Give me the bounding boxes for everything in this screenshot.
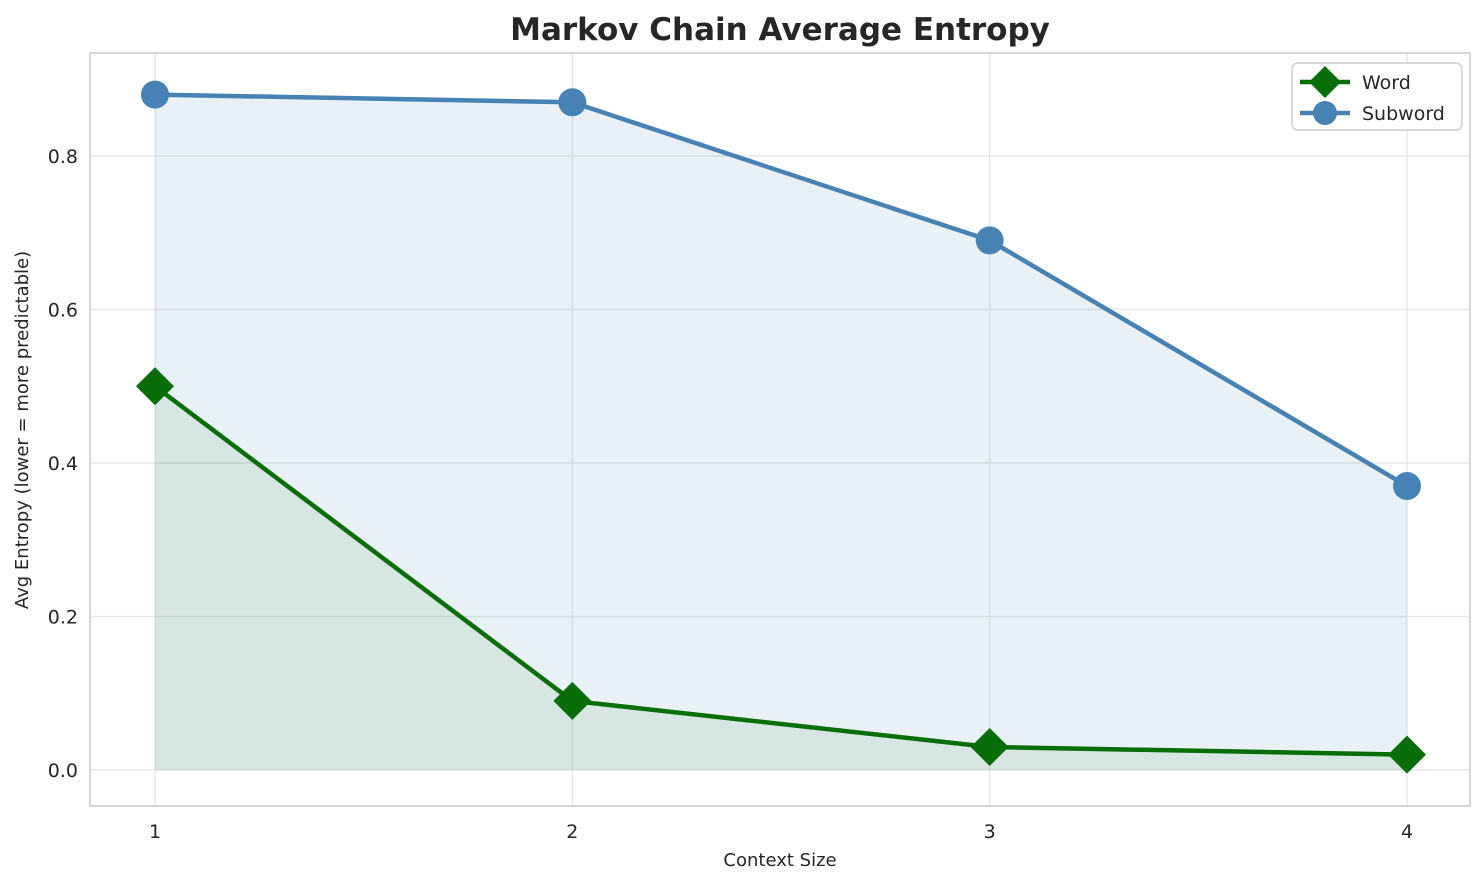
series-markers [136,80,1426,774]
svg-text:0.6: 0.6 [48,300,78,322]
gridlines [90,53,1470,806]
word-diamond-icon [1309,66,1341,98]
svg-text:0.2: 0.2 [48,607,78,629]
legend-label-subword: Subword [1362,103,1445,125]
series-area-fills [155,94,1407,771]
svg-text:4: 4 [1401,821,1413,843]
legend-label-word: Word [1362,72,1411,94]
x-axis-label: Context Size [723,850,836,871]
svg-text:0.4: 0.4 [48,453,78,475]
svg-text:0.0: 0.0 [48,760,78,782]
plot-area [90,53,1470,806]
subword-circle-icon [1313,101,1337,125]
y-tick-labels: 0.0 0.2 0.4 0.6 0.8 [48,146,78,782]
svg-text:2: 2 [566,821,578,843]
svg-text:3: 3 [984,821,996,843]
series-lines [152,92,1410,757]
legend-item-subword: Subword [1300,101,1445,125]
legend: Word Subword [1291,62,1463,131]
x-tick-labels: 1 2 3 4 [149,821,1413,843]
axes-spines [89,52,1471,807]
chart-title: Markov Chain Average Entropy [510,12,1050,48]
y-axis-label: Avg Entropy (lower = more predictable) [12,251,33,609]
svg-text:0.8: 0.8 [48,146,78,168]
svg-text:1: 1 [149,821,161,843]
legend-item-word: Word [1300,66,1411,98]
